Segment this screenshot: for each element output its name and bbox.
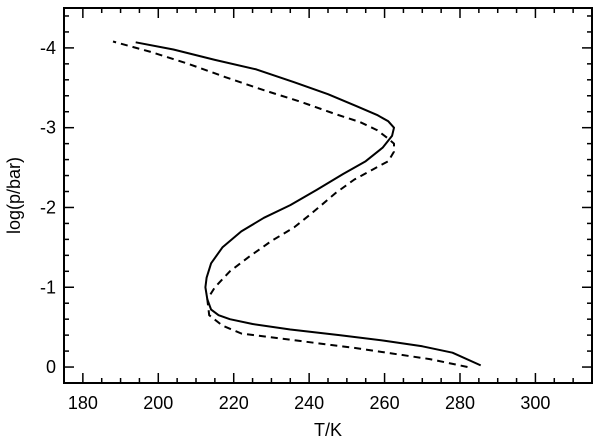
x-tick-label: 180 [68,393,98,413]
axis-tick-labels: 180 200 220 240 260 280 300 -4 -3 -2 -1 0 [40,38,550,413]
y-tick-label: 0 [46,357,56,377]
x-axis-title: T/K [314,420,342,440]
y-tick-label: -2 [40,197,56,217]
x-tick-label: 200 [143,393,173,413]
plot-frame [63,7,593,384]
plot-lines [112,40,482,368]
x-tick-label: 220 [219,393,249,413]
y-tick-label: -1 [40,277,56,297]
y-tick-label: -3 [40,118,56,138]
x-tick-label: 260 [370,393,400,413]
solid-profile-line [135,41,482,367]
x-tick-label: 240 [294,393,324,413]
y-axis-title: log(p/bar) [4,157,24,234]
y-tick-label: -4 [40,38,56,58]
x-tick-label: 300 [520,393,550,413]
axis-ticks [63,8,593,384]
x-tick-label: 280 [445,393,475,413]
